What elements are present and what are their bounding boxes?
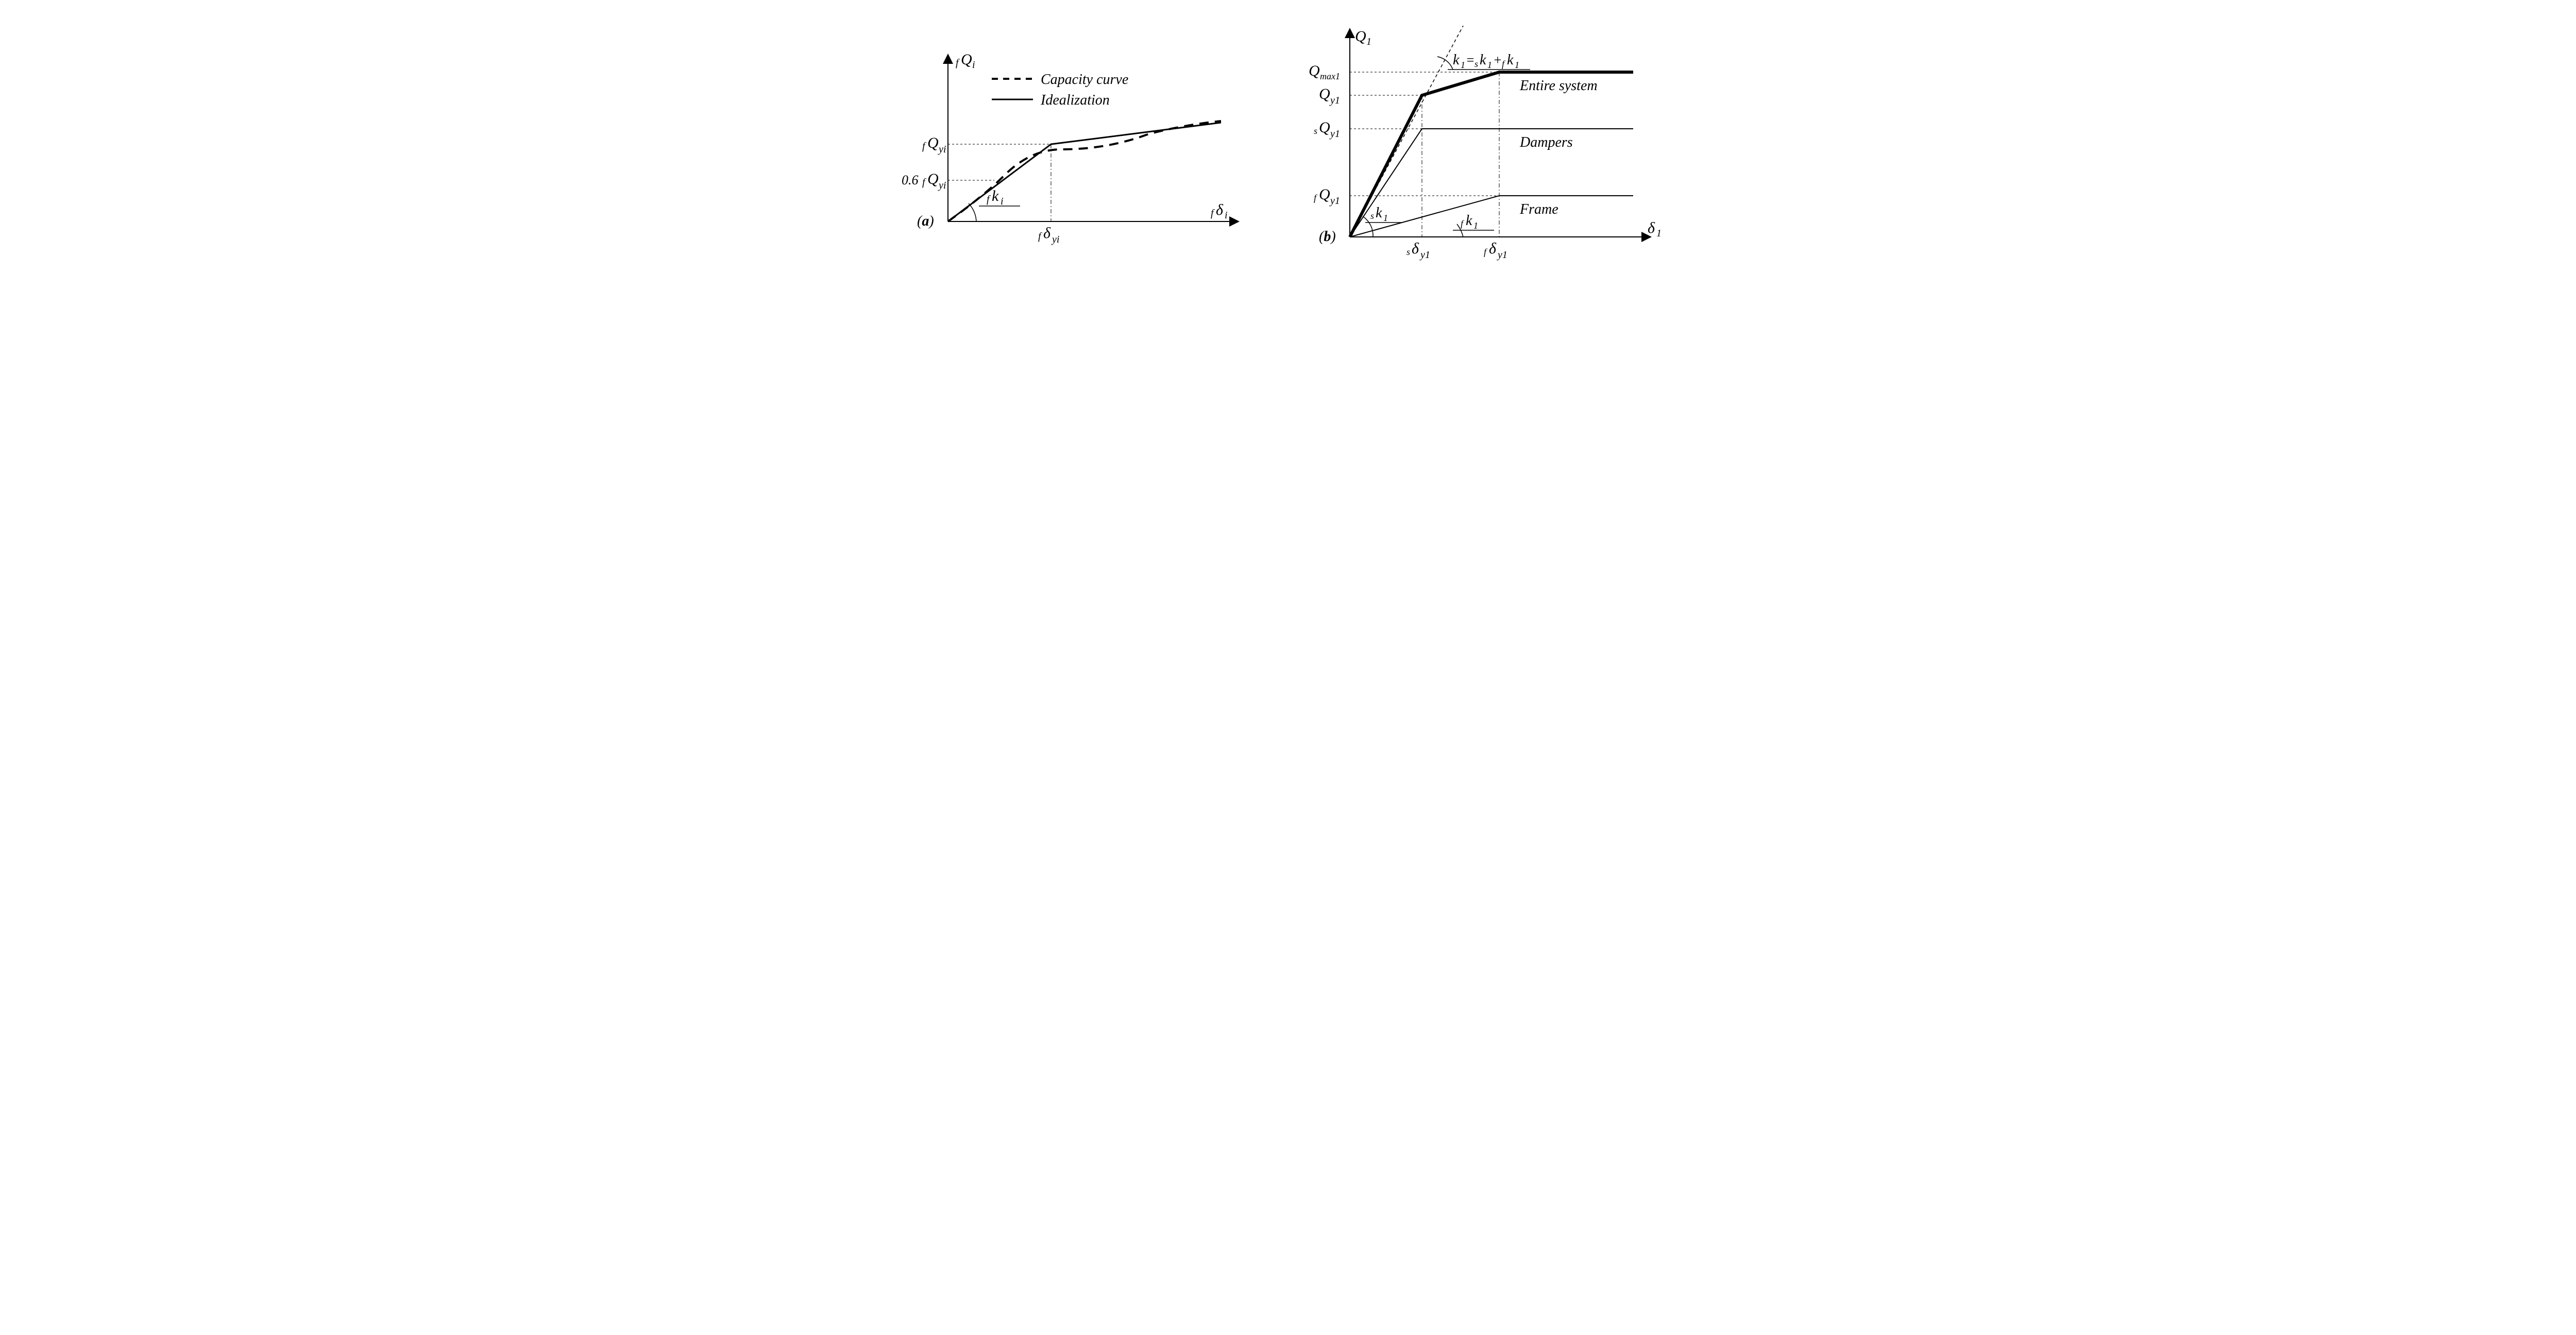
dampers-label: Dampers bbox=[1519, 134, 1573, 150]
panel-a-svg: f Q i f δ i Capacity curve Idealization … bbox=[902, 10, 1262, 268]
svg-text:k: k bbox=[1507, 52, 1514, 68]
ytick-qy1-main: Q bbox=[1319, 85, 1330, 102]
ytick-fqy1-pre: f bbox=[1314, 193, 1318, 203]
entire-system-curve bbox=[1350, 72, 1633, 237]
xtick-fdy1-sub: y1 bbox=[1497, 249, 1507, 261]
svg-text:k: k bbox=[1480, 52, 1486, 68]
ytick-06-main: Q bbox=[927, 170, 939, 187]
x-axis-b-sub: 1 bbox=[1656, 228, 1662, 239]
svg-text:s: s bbox=[1475, 59, 1478, 69]
k1-label: k 1 = s k 1 + f k 1 bbox=[1453, 52, 1519, 70]
ytick-qyi-main: Q bbox=[927, 134, 939, 151]
x-axis-pre: f bbox=[1211, 208, 1215, 219]
ytick-sqy1-pre: s bbox=[1314, 126, 1317, 136]
frame-label: Frame bbox=[1519, 201, 1558, 217]
svg-text:+: + bbox=[1493, 53, 1502, 67]
slope-pre: f bbox=[987, 194, 991, 205]
k1-arc bbox=[1437, 57, 1453, 70]
slope-s-main: k bbox=[1376, 205, 1382, 221]
y-axis-sub: i bbox=[972, 59, 975, 71]
slope-sub: i bbox=[1001, 196, 1004, 207]
ytick-sqy1-main: Q bbox=[1319, 119, 1330, 136]
subplot-label-a: (a) bbox=[917, 213, 934, 229]
ytick-qmax-sub: max1 bbox=[1320, 71, 1340, 81]
slope-f-pre: f bbox=[1461, 218, 1465, 229]
idealization-line bbox=[948, 123, 1221, 221]
ytick-06-pre: f bbox=[922, 177, 926, 188]
ytick-fqy1-main: Q bbox=[1319, 186, 1330, 203]
xtick-dyi-sub: yi bbox=[1051, 234, 1059, 245]
xtick-fdy1-pre: f bbox=[1484, 247, 1488, 257]
xtick-sdy1-sub: y1 bbox=[1419, 249, 1430, 261]
xtick-dyi-main: δ bbox=[1043, 225, 1051, 242]
legend-idealization: Idealization bbox=[1040, 92, 1110, 108]
ytick-06-sub: yi bbox=[938, 180, 946, 191]
panel-b: Q 1 δ 1 k 1 = s k 1 + f k 1 bbox=[1303, 10, 1674, 270]
svg-text:k: k bbox=[1453, 52, 1460, 68]
subplot-label-b: (b) bbox=[1319, 229, 1336, 245]
ytick-06-val: 0.6 bbox=[902, 173, 919, 187]
y-axis-b-sub: 1 bbox=[1366, 36, 1371, 47]
x-axis-b-main: δ bbox=[1648, 219, 1655, 236]
x-axis-sub: i bbox=[1225, 210, 1228, 221]
svg-text:=: = bbox=[1466, 53, 1475, 67]
svg-text:f: f bbox=[1502, 59, 1506, 69]
ytick-qy1-sub: y1 bbox=[1329, 95, 1340, 106]
dampers-curve bbox=[1350, 129, 1633, 237]
slope-main: k bbox=[992, 187, 999, 204]
y-axis-pre: f bbox=[956, 57, 960, 69]
xtick-dyi-pre: f bbox=[1038, 231, 1042, 242]
legend-capacity: Capacity curve bbox=[1041, 72, 1128, 88]
y-axis-main: Q bbox=[961, 51, 972, 68]
slope-arc bbox=[969, 203, 976, 221]
xtick-fdy1-main: δ bbox=[1489, 240, 1497, 257]
figure-container: f Q i f δ i Capacity curve Idealization … bbox=[10, 10, 2566, 270]
panel-a: f Q i f δ i Capacity curve Idealization … bbox=[902, 10, 1262, 270]
x-axis-main: δ bbox=[1216, 201, 1224, 218]
ytick-qyi-sub: yi bbox=[938, 144, 946, 155]
svg-text:1: 1 bbox=[1487, 60, 1492, 70]
y-axis-b-main: Q bbox=[1355, 28, 1366, 45]
ytick-sqy1-sub: y1 bbox=[1329, 128, 1340, 140]
svg-text:1: 1 bbox=[1461, 60, 1465, 70]
frame-curve bbox=[1350, 196, 1633, 237]
slope-s-pre: s bbox=[1370, 211, 1374, 221]
entire-label: Entire system bbox=[1519, 78, 1598, 94]
xtick-sdy1-main: δ bbox=[1412, 240, 1419, 257]
slope-s-sub: 1 bbox=[1383, 213, 1388, 223]
ytick-fqy1-sub: y1 bbox=[1329, 195, 1340, 207]
slope-f-main: k bbox=[1466, 213, 1472, 229]
slope-f-sub: 1 bbox=[1473, 220, 1478, 231]
xtick-sdy1-pre: s bbox=[1406, 247, 1410, 257]
ytick-qmax-main: Q bbox=[1309, 62, 1320, 79]
panel-b-svg: Q 1 δ 1 k 1 = s k 1 + f k 1 bbox=[1303, 10, 1674, 268]
ytick-qyi-pre: f bbox=[922, 141, 926, 152]
svg-text:1: 1 bbox=[1515, 60, 1519, 70]
